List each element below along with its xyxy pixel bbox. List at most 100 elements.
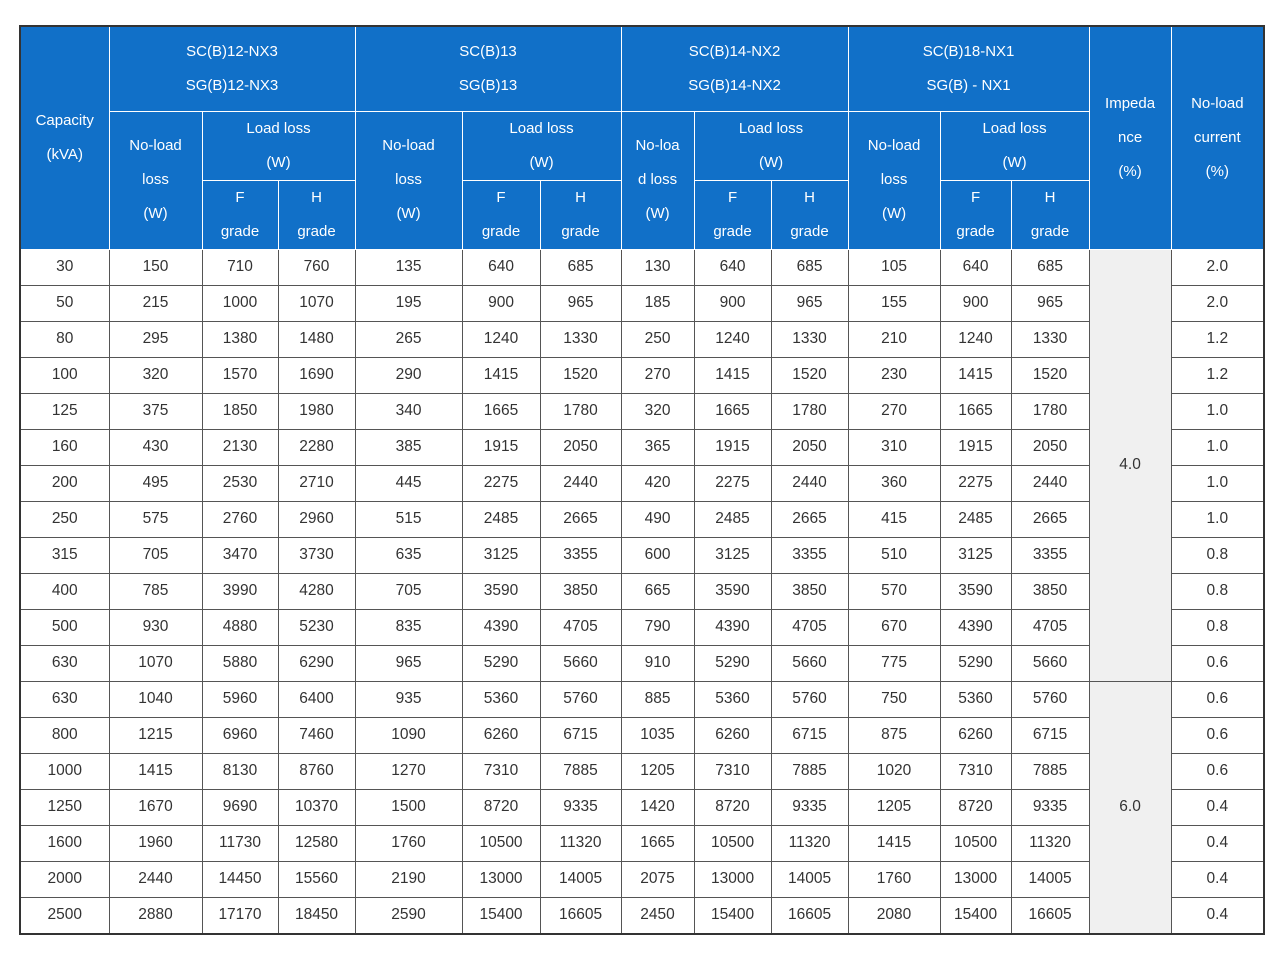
value-cell: 8720 <box>693 788 772 826</box>
value-cell: 965 <box>770 284 849 322</box>
header-line: H <box>575 188 586 206</box>
value-cell: 445 <box>354 464 463 502</box>
value-cell: 11320 <box>770 824 849 862</box>
value-cell: 685 <box>539 248 622 286</box>
value-cell: 750 <box>847 680 941 718</box>
header-line: (%) <box>1205 162 1229 180</box>
capacity-cell: 80 <box>19 320 110 358</box>
current-cell: 0.4 <box>1170 896 1265 934</box>
header-line: No-load <box>129 137 182 154</box>
value-cell: 5760 <box>539 680 622 718</box>
value-cell: 5230 <box>277 608 356 646</box>
value-cell: 1480 <box>277 320 356 358</box>
table-row: 2000 2440 14450 15560 2190 13000 14005 2075 1300… <box>19 860 1265 898</box>
value-cell: 1520 <box>770 356 849 394</box>
value-cell: 3590 <box>461 572 541 610</box>
table-row: 100 320 1570 1690 290 1415 1520 270 1415 1520 230 1… <box>19 356 1265 394</box>
value-cell: 2075 <box>620 860 695 898</box>
current-cell: 1.2 <box>1170 356 1265 394</box>
value-cell: 4880 <box>201 608 279 646</box>
value-cell: 5660 <box>539 644 622 682</box>
value-cell: 1415 <box>693 356 772 394</box>
table-row: 160 430 2130 2280 385 1915 2050 365 1915 2050 310 1… <box>19 428 1265 466</box>
value-cell: 1665 <box>620 824 695 862</box>
impedance-cell: 4.0 <box>1088 248 1172 682</box>
value-cell: 930 <box>108 608 203 646</box>
value-cell: 1960 <box>108 824 203 862</box>
value-cell: 150 <box>108 248 203 286</box>
header-cell: No-load loss (W) <box>354 110 463 250</box>
value-cell: 900 <box>939 284 1012 322</box>
header-line: grade <box>481 222 521 240</box>
table-row: 800 1215 6960 7460 1090 6260 6715 1035 6260 6715 8… <box>19 716 1265 754</box>
value-cell: 3590 <box>693 572 772 610</box>
value-cell: 5960 <box>201 680 279 718</box>
value-cell: 6715 <box>1010 716 1090 754</box>
value-cell: 13000 <box>939 860 1012 898</box>
capacity-cell: 800 <box>19 716 110 754</box>
table-row: 2500 2880 17170 18450 2590 15400 16605 2450 1540… <box>19 896 1265 934</box>
value-cell: 965 <box>539 284 622 322</box>
header-line: SC(B)18-NX1 <box>922 42 1015 60</box>
capacity-cell: 50 <box>19 284 110 322</box>
value-cell: 1665 <box>461 392 541 430</box>
capacity-cell: 125 <box>19 392 110 430</box>
header-line: (W) <box>645 205 670 222</box>
value-cell: 1090 <box>354 716 463 754</box>
table-row: 400 785 3990 4280 705 3590 3850 665 3590 3850 570 3… <box>19 572 1265 610</box>
value-cell: 4280 <box>277 572 356 610</box>
value-cell: 1415 <box>939 356 1012 394</box>
value-cell: 7460 <box>277 716 356 754</box>
value-cell: 8720 <box>939 788 1012 826</box>
value-cell: 420 <box>620 464 695 502</box>
header-line: H <box>1044 188 1056 206</box>
value-cell: 1380 <box>201 320 279 358</box>
capacity-cell: 100 <box>19 356 110 394</box>
header-line: No-load <box>382 137 435 154</box>
value-cell: 295 <box>108 320 203 358</box>
header-line: SG(B)12-NX3 <box>185 76 279 94</box>
value-cell: 10500 <box>693 824 772 862</box>
value-cell: 790 <box>620 608 695 646</box>
value-cell: 2275 <box>693 464 772 502</box>
value-cell: 14005 <box>539 860 622 898</box>
value-cell: 1780 <box>1010 392 1090 430</box>
value-cell: 5360 <box>939 680 1012 718</box>
capacity-cell: 630 <box>19 680 110 718</box>
value-cell: 9690 <box>201 788 279 826</box>
capacity-cell: 1250 <box>19 788 110 826</box>
value-cell: 320 <box>620 392 695 430</box>
table-row: 80 295 1380 1480 265 1240 1330 250 1240 1330 210 12… <box>19 320 1265 358</box>
header-cell: Load loss (W) <box>693 110 849 181</box>
value-cell: 1850 <box>201 392 279 430</box>
value-cell: 2665 <box>539 500 622 538</box>
value-cell: 1915 <box>693 428 772 466</box>
current-cell: 0.4 <box>1170 788 1265 826</box>
value-cell: 1520 <box>539 356 622 394</box>
current-cell: 0.8 <box>1170 536 1265 574</box>
value-cell: 965 <box>1010 284 1090 322</box>
value-cell: 1915 <box>461 428 541 466</box>
header-line: grade <box>220 222 260 240</box>
value-cell: 2440 <box>539 464 622 502</box>
capacity-cell: 1600 <box>19 824 110 862</box>
table-row: 250 575 2760 2960 515 2485 2665 490 2485 2665 415 2… <box>19 500 1265 538</box>
value-cell: 15560 <box>277 860 356 898</box>
value-cell: 1000 <box>201 284 279 322</box>
value-cell: 9335 <box>1010 788 1090 826</box>
value-cell: 265 <box>354 320 463 358</box>
value-cell: 900 <box>693 284 772 322</box>
header-line: (W) <box>266 153 291 171</box>
value-cell: 6260 <box>461 716 541 754</box>
value-cell: 16605 <box>770 896 849 934</box>
value-cell: 195 <box>354 284 463 322</box>
value-cell: 6400 <box>277 680 356 718</box>
value-cell: 935 <box>354 680 463 718</box>
header-line: loss <box>142 171 169 188</box>
value-cell: 5360 <box>461 680 541 718</box>
header-line: Load loss <box>246 119 311 137</box>
